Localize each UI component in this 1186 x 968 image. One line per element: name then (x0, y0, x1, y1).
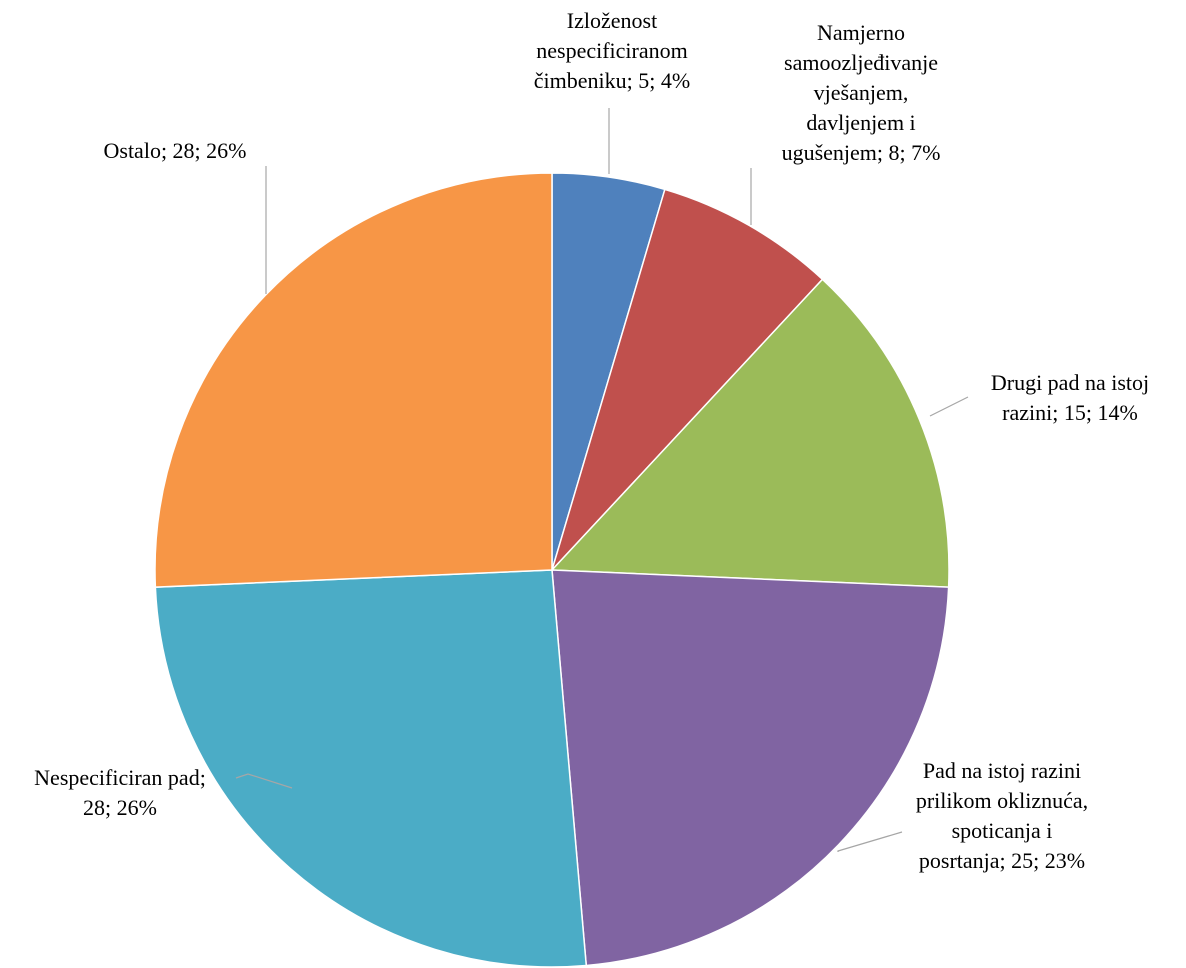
data-label-line: Namjerno (817, 20, 905, 45)
data-label-2: Namjerno samoozljeđivanje vješanjem, davlje… (782, 20, 941, 165)
data-label-line: davljenjem i (806, 110, 915, 135)
data-label-line: 28; 26% (83, 795, 157, 820)
data-label-6: Ostalo; 28; 26% (104, 138, 247, 163)
data-label-line: Ostalo; 28; 26% (104, 138, 247, 163)
data-label-line: ugušenjem; 8; 7% (782, 140, 941, 165)
data-label-5: Nespecificiran pad; 28; 26% (34, 765, 206, 820)
data-label-line: Pad na istoj razini (923, 758, 1081, 783)
data-label-line: samoozljeđivanje (784, 50, 938, 75)
leader-line-4 (837, 831, 903, 852)
leader-line-5 (235, 773, 293, 789)
data-label-1: Izloženost nespecificiranom čimbeniku; 5; … (534, 8, 690, 93)
pie-slice-6 (154, 172, 553, 588)
pie-slice-4 (551, 569, 950, 967)
data-label-line: Drugi pad na istoj (991, 370, 1149, 395)
data-label-3: Drugi pad na istoj razini; 15; 14% (991, 370, 1149, 425)
pie-slices (154, 172, 950, 968)
data-label-4: Pad na istoj razini prilikom okliznuća, sp… (916, 758, 1088, 873)
data-label-line: vješanjem, (814, 80, 909, 105)
data-labels: Izloženost nespecificiranom čimbeniku; 5; … (34, 8, 1149, 873)
leader-lines (235, 108, 969, 852)
data-label-line: razini; 15; 14% (1002, 400, 1138, 425)
data-label-line: nespecificiranom (536, 38, 688, 63)
data-label-line: Izloženost (567, 8, 657, 33)
data-label-line: čimbeniku; 5; 4% (534, 68, 690, 93)
pie-slice-2 (551, 188, 824, 571)
data-label-line: prilikom okliznuća, (916, 788, 1088, 813)
leader-line-3 (929, 396, 969, 417)
pie-slice-3 (550, 278, 950, 588)
data-label-line: posrtanja; 25; 23% (919, 848, 1085, 873)
data-label-line: spoticanja i (952, 818, 1053, 843)
data-label-line: Nespecificiran pad; (34, 765, 206, 790)
pie-slice-5 (154, 569, 588, 968)
